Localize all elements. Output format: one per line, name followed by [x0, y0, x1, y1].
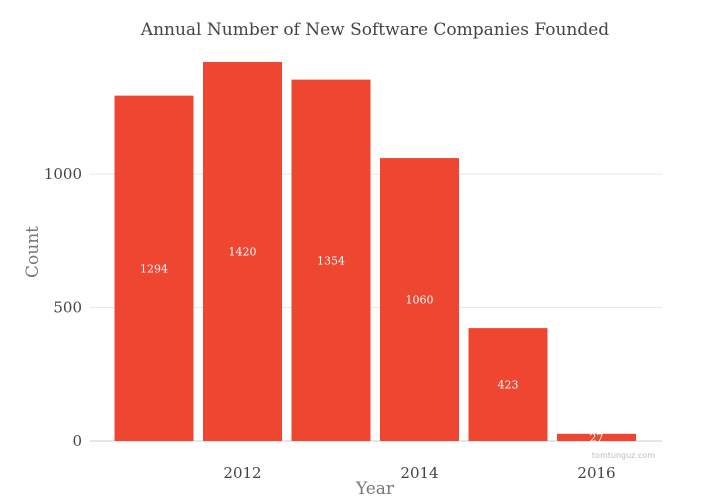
bar-value-label: 1294 [140, 262, 168, 275]
watermark-text: tomtunguz.com [592, 451, 655, 460]
y-axis-label: Count [23, 226, 43, 278]
bar-value-label: 27 [590, 431, 604, 444]
bar-value-label: 1060 [406, 294, 434, 307]
x-ticks: 2012 2014 2016 [223, 464, 615, 482]
x-tick-label: 2016 [577, 464, 615, 482]
x-tick-label: 2014 [400, 464, 438, 482]
x-tick-label: 2012 [223, 464, 261, 482]
bar-2015 [468, 328, 548, 441]
y-tick-label: 0 [72, 432, 82, 450]
chart-title: Annual Number of New Software Companies … [140, 20, 610, 40]
bar-value-label: 423 [498, 379, 519, 392]
y-tick-label: 1000 [44, 165, 82, 183]
x-axis-label: Year [355, 479, 395, 496]
bars [114, 62, 636, 442]
bar-labels: 1294 1420 1354 1060 423 27 [140, 246, 604, 445]
bar-2016 [557, 433, 636, 441]
bar-2011 [114, 95, 194, 441]
bar-value-label: 1420 [229, 246, 257, 259]
bar-2012 [203, 62, 282, 441]
y-ticks: 0 500 1000 [44, 165, 82, 450]
bar-2013 [291, 79, 371, 442]
bar-2014 [380, 158, 459, 441]
bar-value-label: 1354 [317, 254, 345, 267]
y-tick-label: 500 [53, 299, 82, 317]
